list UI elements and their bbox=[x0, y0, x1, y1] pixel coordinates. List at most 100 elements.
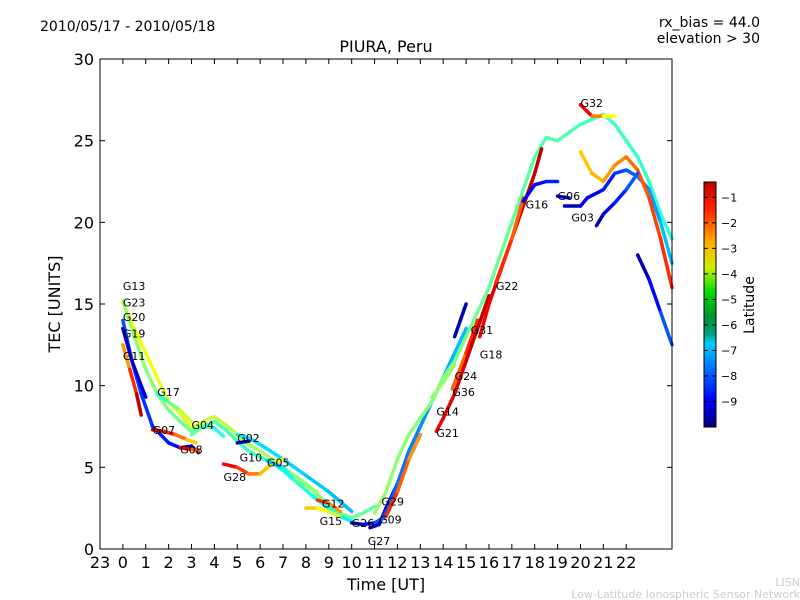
y-axis-label: TEC [UNITS] bbox=[45, 256, 64, 354]
satellite-label: G29 bbox=[381, 496, 404, 509]
track-segment bbox=[585, 187, 606, 200]
x-axis: 23 0 1 2 3 4 5 6 7 8 9 10 11 12 13 14 15 16 17 18 19 20 21 22 bbox=[90, 59, 636, 572]
satellite-label: G09 bbox=[379, 514, 402, 527]
track-g21 bbox=[434, 294, 491, 434]
track-segment bbox=[315, 498, 331, 506]
x-tick-label: 13 bbox=[410, 553, 430, 572]
y-tick-label: 5 bbox=[84, 458, 94, 477]
track-segment bbox=[349, 521, 365, 527]
track-segment bbox=[521, 155, 537, 192]
x-tick-label: 15 bbox=[456, 553, 476, 572]
track-segment bbox=[235, 432, 251, 440]
colorbar-tick-label: −6 bbox=[721, 319, 737, 332]
track-segment bbox=[418, 400, 434, 421]
track-segment bbox=[178, 419, 194, 434]
track-segment bbox=[189, 447, 201, 453]
track-segment bbox=[464, 318, 480, 355]
track-segment bbox=[327, 509, 342, 519]
track-segment bbox=[121, 343, 132, 372]
track-segment bbox=[510, 187, 526, 225]
track-segment bbox=[601, 200, 617, 216]
track-segment bbox=[464, 310, 480, 339]
satellite-label: G20 bbox=[123, 311, 146, 324]
track-segment bbox=[139, 392, 155, 429]
track-segment bbox=[281, 457, 308, 478]
x-tick-label: 3 bbox=[186, 553, 196, 572]
y-tick-label: 30 bbox=[74, 50, 94, 69]
satellite-label: G07 bbox=[153, 424, 176, 437]
x-tick-label: 0 bbox=[118, 553, 128, 572]
track-segment bbox=[647, 196, 663, 241]
track-segment bbox=[132, 334, 148, 372]
x-tick-label: 21 bbox=[593, 553, 613, 572]
track-segment bbox=[121, 298, 137, 339]
track-segment bbox=[292, 478, 308, 489]
satellite-label: G11 bbox=[123, 350, 146, 363]
track-segment bbox=[201, 424, 217, 430]
track-segment bbox=[452, 359, 468, 396]
y-tick-label: 25 bbox=[74, 132, 94, 151]
satellite-label: G36 bbox=[452, 386, 475, 399]
track-segment bbox=[189, 424, 205, 437]
satellite-label: G21 bbox=[436, 427, 459, 440]
track-segment bbox=[452, 326, 468, 355]
satellite-label: G17 bbox=[157, 386, 180, 399]
track-segment bbox=[361, 504, 377, 515]
track-segment bbox=[407, 424, 423, 453]
colorbar-tick-label: −3 bbox=[721, 242, 737, 255]
track-segment bbox=[475, 294, 491, 331]
colorbar-tick-label: −2 bbox=[721, 217, 737, 230]
colorbar-tick-label: −1 bbox=[721, 191, 737, 204]
track-segment bbox=[532, 147, 544, 176]
x-tick-label: 14 bbox=[433, 553, 453, 572]
satellite-label: G22 bbox=[496, 280, 519, 293]
track-segment bbox=[475, 285, 491, 314]
track-segment bbox=[555, 130, 571, 143]
x-tick-label: 10 bbox=[342, 553, 362, 572]
track-segment bbox=[384, 490, 400, 519]
x-tick-label: 2 bbox=[164, 553, 174, 572]
track-segment bbox=[441, 359, 457, 380]
date-range: 2010/05/17 - 2010/05/18 bbox=[40, 19, 215, 35]
track-segment bbox=[613, 122, 628, 143]
track-g12 bbox=[304, 506, 342, 519]
satellite-label: G23 bbox=[123, 296, 146, 309]
track-segment bbox=[578, 117, 594, 127]
track-segment bbox=[452, 302, 468, 339]
track-g17 bbox=[155, 392, 194, 424]
track-segment bbox=[635, 253, 651, 282]
satellite-label: G27 bbox=[368, 535, 391, 548]
track-segment bbox=[166, 441, 182, 450]
x-tick-label: 8 bbox=[301, 553, 311, 572]
track-segment bbox=[658, 310, 674, 347]
track-segment bbox=[265, 459, 285, 470]
colorbar-tick-label: −7 bbox=[721, 344, 737, 357]
track-segment bbox=[246, 442, 262, 453]
track-segment bbox=[590, 171, 606, 184]
x-tick-label: 5 bbox=[232, 553, 242, 572]
track-segment bbox=[487, 253, 503, 290]
track-segment bbox=[647, 277, 663, 314]
track-segment bbox=[189, 419, 205, 430]
track-segment bbox=[498, 220, 514, 257]
satellite-label: G02 bbox=[237, 432, 260, 445]
track-segment bbox=[647, 179, 663, 216]
track-segment bbox=[173, 432, 189, 442]
satellite-label: G28 bbox=[224, 471, 247, 484]
satellite-label: G05 bbox=[267, 456, 290, 469]
track-g24 bbox=[450, 318, 480, 391]
satellite-label: G06 bbox=[558, 190, 581, 203]
x-tick-label: 22 bbox=[616, 553, 636, 572]
track-segment bbox=[201, 414, 217, 424]
track-segment bbox=[407, 432, 423, 461]
track-segment bbox=[594, 212, 606, 228]
track-segment bbox=[235, 439, 251, 445]
track-g10 bbox=[235, 439, 251, 445]
x-tick-label: 1 bbox=[141, 553, 151, 572]
track-segment bbox=[349, 511, 365, 520]
colorbar bbox=[703, 181, 717, 428]
track-segment bbox=[144, 367, 159, 396]
track-segment bbox=[578, 150, 594, 176]
track-segment bbox=[624, 138, 640, 159]
x-tick-label: 7 bbox=[278, 553, 288, 572]
